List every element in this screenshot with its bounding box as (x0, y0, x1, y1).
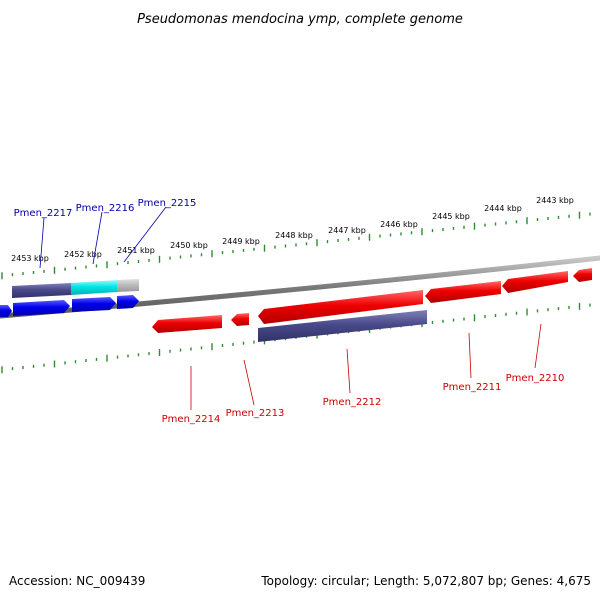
reverse-label-leaders (190, 323, 542, 410)
map-title: Pseudomonas mendocina ymp, complete geno… (137, 12, 463, 27)
forward-gene-labels: Pmen_2217 Pmen_2216 Pmen_2215 (14, 198, 197, 219)
genome-summary-text: Topology: circular; Length: 5,072,807 bp… (261, 574, 591, 588)
label-pmen-2211[interactable]: Pmen_2211 (443, 382, 502, 393)
label-pmen-2214[interactable]: Pmen_2214 (162, 414, 221, 425)
ruler-upper-ticks (1, 211, 591, 280)
ruler-label-2446: 2446 kbp (380, 220, 418, 229)
forward-gene-track (0, 295, 139, 317)
cds-bar-pmen-2217[interactable] (12, 283, 71, 298)
reverse-gene-track (152, 268, 592, 333)
gene-arrow-pmen-2215[interactable] (117, 295, 139, 309)
ruler-label-2445: 2445 kbp (432, 212, 470, 221)
gene-arrow-pmen-2211[interactable] (425, 281, 501, 303)
ruler-label-2451: 2451 kbp (117, 246, 155, 255)
label-pmen-2212[interactable]: Pmen_2212 (323, 397, 382, 408)
gene-arrow-pmen-2213[interactable] (231, 313, 249, 326)
ruler-label-2448: 2448 kbp (275, 231, 313, 240)
accession-text: Accession: NC_009439 (9, 574, 146, 588)
gene-arrow-pmen-2212[interactable] (258, 290, 423, 324)
label-pmen-2216[interactable]: Pmen_2216 (76, 203, 135, 214)
ruler-label-2447: 2447 kbp (328, 226, 366, 235)
gene-arrow-pmen-2210[interactable] (502, 271, 568, 293)
label-pmen-2210[interactable]: Pmen_2210 (506, 373, 565, 384)
cds-bar-pmen-2215[interactable] (117, 279, 139, 292)
forward-cds-track (12, 279, 139, 298)
ruler-label-2449: 2449 kbp (222, 237, 260, 246)
leader-pmen-2210 (534, 323, 542, 369)
leader-pmen-2217 (39, 217, 45, 269)
gene-arrow-left-edge[interactable] (0, 305, 12, 317)
ruler-label-2444: 2444 kbp (484, 204, 522, 213)
leader-pmen-2216 (92, 211, 103, 265)
leader-pmen-2211 (468, 332, 472, 379)
label-pmen-2213[interactable]: Pmen_2213 (226, 408, 285, 419)
gene-arrow-right-edge[interactable] (573, 268, 592, 282)
reverse-gene-labels: Pmen_2214 Pmen_2213 Pmen_2212 Pmen_2211 … (162, 373, 565, 425)
forward-label-leaders (39, 206, 167, 269)
ruler-label-2450: 2450 kbp (170, 241, 208, 250)
leader-pmen-2212 (346, 348, 351, 394)
gene-arrow-pmen-2214[interactable] (152, 315, 222, 333)
label-pmen-2217[interactable]: Pmen_2217 (14, 208, 73, 219)
cds-bar-pmen-2212[interactable] (258, 310, 427, 342)
ruler-label-2443: 2443 kbp (536, 196, 574, 205)
cds-bar-pmen-2216[interactable] (71, 280, 117, 295)
ruler-label-2452: 2452 kbp (64, 250, 102, 259)
ruler-label-2453: 2453 kbp (11, 254, 49, 263)
leader-pmen-2213 (243, 359, 255, 406)
gene-arrow-pmen-2217[interactable] (13, 300, 70, 316)
leader-pmen-2215 (123, 206, 167, 263)
label-pmen-2215[interactable]: Pmen_2215 (138, 198, 197, 209)
gene-arrow-pmen-2216[interactable] (72, 297, 116, 312)
ruler-upper-labels: 2453 kbp 2452 kbp 2451 kbp 2450 kbp 2449… (11, 196, 574, 263)
